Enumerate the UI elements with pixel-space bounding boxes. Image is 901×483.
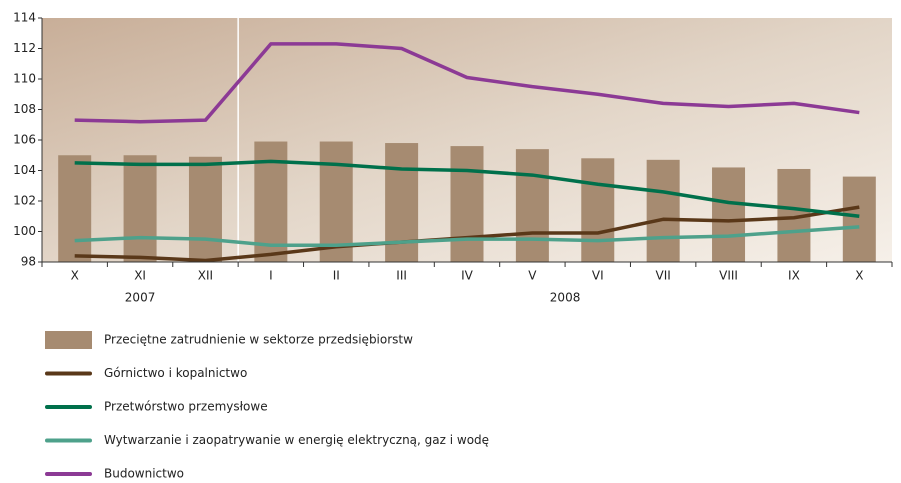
- x-tick-label: IX: [788, 269, 800, 283]
- legend-label: Górnictwo i kopalnictwo: [104, 366, 247, 380]
- x-tick-label: VI: [592, 269, 604, 283]
- y-tick-label: 114: [13, 11, 36, 25]
- y-tick-label: 98: [21, 255, 36, 269]
- y-tick-label: 104: [13, 163, 36, 177]
- bar: [58, 155, 92, 262]
- y-tick-label: 106: [13, 133, 36, 147]
- x-tick-label: XI: [134, 269, 146, 283]
- x-tick-label: III: [396, 269, 407, 283]
- line-series: [74, 42, 860, 124]
- bar: [515, 149, 549, 262]
- legend-swatch: [45, 331, 92, 349]
- legend-label: Budownictwo: [104, 467, 184, 481]
- year-label: 2008: [550, 291, 581, 305]
- bar: [712, 167, 746, 262]
- x-tick-label: X: [71, 269, 79, 283]
- year-label: 2007: [125, 291, 156, 305]
- x-tick-label: XII: [198, 269, 213, 283]
- legend-label: Przetwórstwo przemysłowe: [104, 400, 268, 414]
- x-tick-label: X: [855, 269, 863, 283]
- y-tick-label: 110: [13, 72, 36, 86]
- bar: [450, 146, 484, 262]
- x-tick-label: V: [528, 269, 537, 283]
- x-tick-label: VII: [656, 269, 671, 283]
- y-tick-label: 102: [13, 194, 36, 208]
- x-tick-label: IV: [461, 269, 474, 283]
- bar: [581, 158, 615, 262]
- bar: [123, 155, 157, 262]
- bar: [842, 176, 876, 262]
- x-tick-label: II: [333, 269, 340, 283]
- y-tick-label: 112: [13, 41, 36, 55]
- y-tick-label: 100: [13, 224, 36, 238]
- x-tick-label: VIII: [719, 269, 738, 283]
- bar: [188, 156, 222, 262]
- bar: [319, 141, 353, 262]
- y-tick-label: 108: [13, 102, 36, 116]
- line-series: [74, 225, 860, 247]
- legend-label: Przeciętne zatrudnienie w sektorze przed…: [104, 333, 413, 347]
- bar: [646, 159, 680, 262]
- line-series: [74, 159, 860, 218]
- legend-label: Wytwarzanie i zaopatrywanie w energię el…: [104, 433, 489, 447]
- x-tick-label: I: [269, 269, 273, 283]
